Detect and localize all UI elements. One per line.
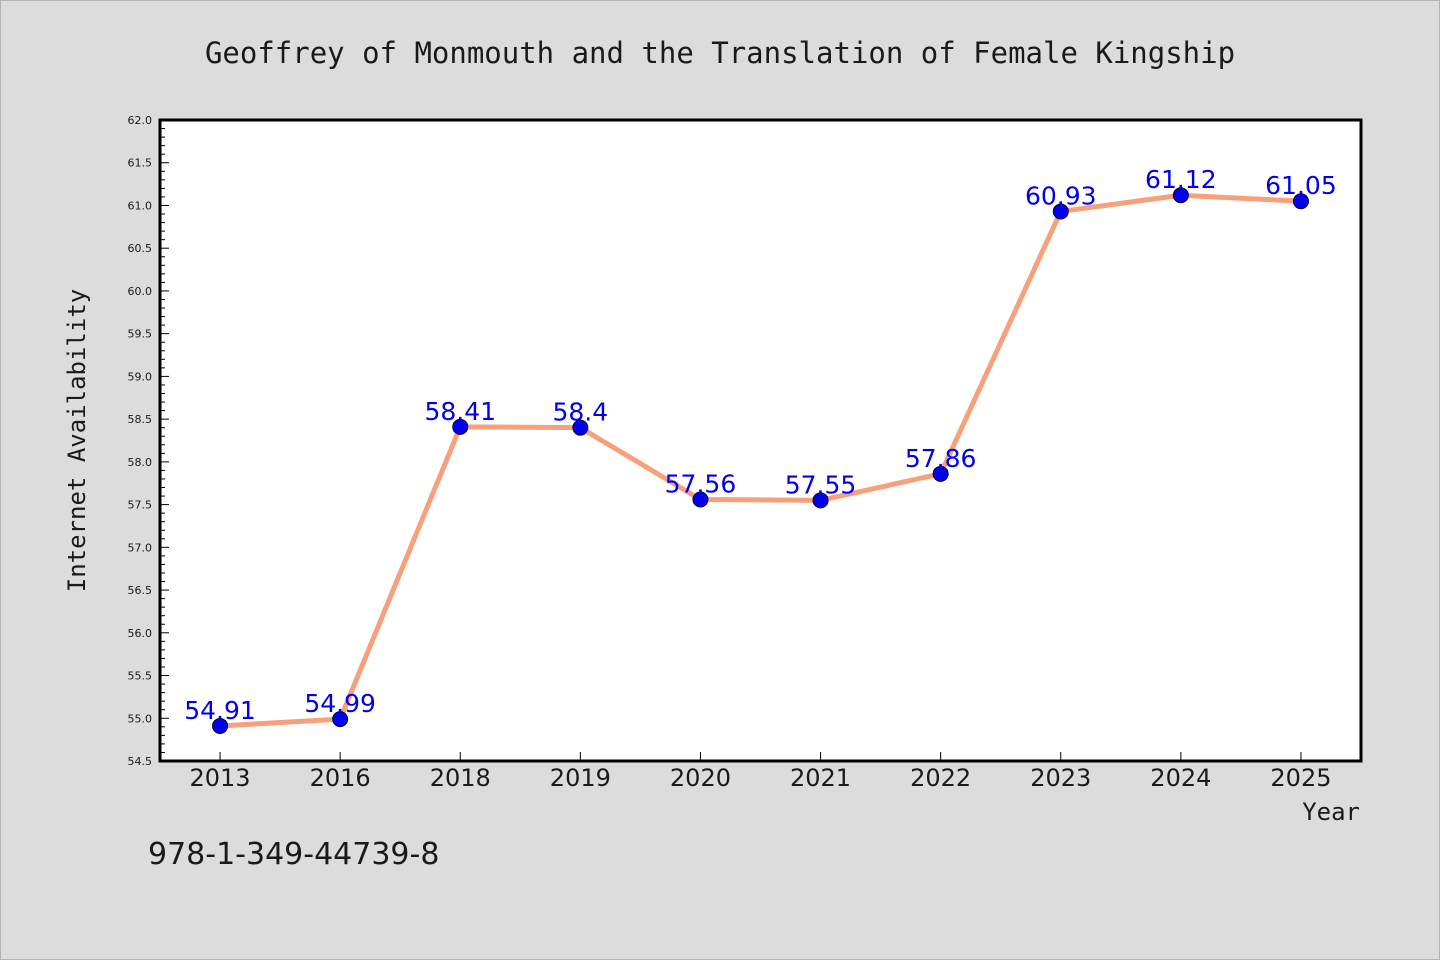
y-tick-label: 56.5 — [128, 584, 153, 597]
isbn-caption: 978-1-349-44739-8 — [148, 837, 439, 872]
data-label: 54.99 — [304, 689, 376, 718]
y-tick-label: 54.5 — [128, 755, 153, 768]
y-axis: 54.5 55.0 55.5 56.0 56.5 57.0 57.5 58.0 58.5 59.0… — [128, 114, 169, 768]
data-point — [1052, 203, 1069, 220]
data-label: 58.41 — [424, 397, 496, 426]
data-point — [1292, 193, 1309, 210]
y-tick-label: 55.0 — [128, 712, 153, 725]
data-labels: 54.91 54.99 58.41 58.4 57.56 57.55 57.86 60.93 6… — [184, 165, 1336, 725]
y-tick-label: 56.0 — [128, 627, 153, 640]
x-tick-label: 2021 — [790, 764, 851, 792]
y-tick-label: 61.0 — [128, 199, 153, 212]
x-axis: 2013 2016 2018 2019 2020 2021 2022 2023 2024 2025 — [190, 752, 1331, 792]
y-tick-label: 58.5 — [128, 413, 153, 426]
y-tick-label: 62.0 — [128, 114, 153, 127]
y-tick-label: 60.5 — [128, 242, 153, 255]
x-tick-label: 2019 — [550, 764, 611, 792]
data-label: 57.56 — [665, 469, 737, 498]
y-tick-label: 55.5 — [128, 670, 153, 683]
data-point — [212, 717, 229, 734]
series-line — [217, 192, 1304, 729]
data-point — [812, 492, 829, 509]
x-tick-label: 2023 — [1030, 764, 1091, 792]
x-tick-label: 2025 — [1270, 764, 1331, 792]
data-point — [452, 418, 469, 435]
x-tick-label: 2013 — [190, 764, 251, 792]
data-label: 57.55 — [785, 470, 857, 499]
data-point — [572, 419, 589, 436]
data-point — [692, 491, 709, 508]
y-tick-label: 57.0 — [128, 541, 153, 554]
y-tick-label: 57.5 — [128, 499, 153, 512]
plot-area — [160, 120, 1361, 761]
data-point — [332, 711, 349, 728]
data-markers — [212, 187, 1309, 734]
x-tick-label: 2022 — [910, 764, 971, 792]
data-point — [932, 465, 949, 482]
x-tick-label: 2018 — [430, 764, 491, 792]
data-label: 54.91 — [184, 696, 256, 725]
y-tick-label: 60.0 — [128, 285, 153, 298]
x-tick-label: 2016 — [310, 764, 371, 792]
y-tick-label: 61.5 — [128, 157, 153, 170]
data-label: 57.86 — [905, 444, 977, 473]
data-point — [1172, 187, 1189, 204]
y-axis-title: Internet Availability — [63, 289, 91, 592]
x-tick-label: 2024 — [1150, 764, 1211, 792]
y-tick-label: 58.0 — [128, 456, 153, 469]
chart-title: Geoffrey of Monmouth and the Translation… — [205, 36, 1235, 70]
data-label: 61.12 — [1145, 165, 1217, 194]
y-tick-label: 59.5 — [128, 328, 153, 341]
data-label: 58.4 — [553, 398, 609, 427]
data-label: 61.05 — [1265, 171, 1337, 200]
x-axis-title: Year — [1302, 798, 1360, 826]
y-tick-label: 59.0 — [128, 370, 153, 383]
plot-border — [158, 118, 1363, 763]
x-tick-label: 2020 — [670, 764, 731, 792]
data-label: 60.93 — [1025, 181, 1097, 210]
